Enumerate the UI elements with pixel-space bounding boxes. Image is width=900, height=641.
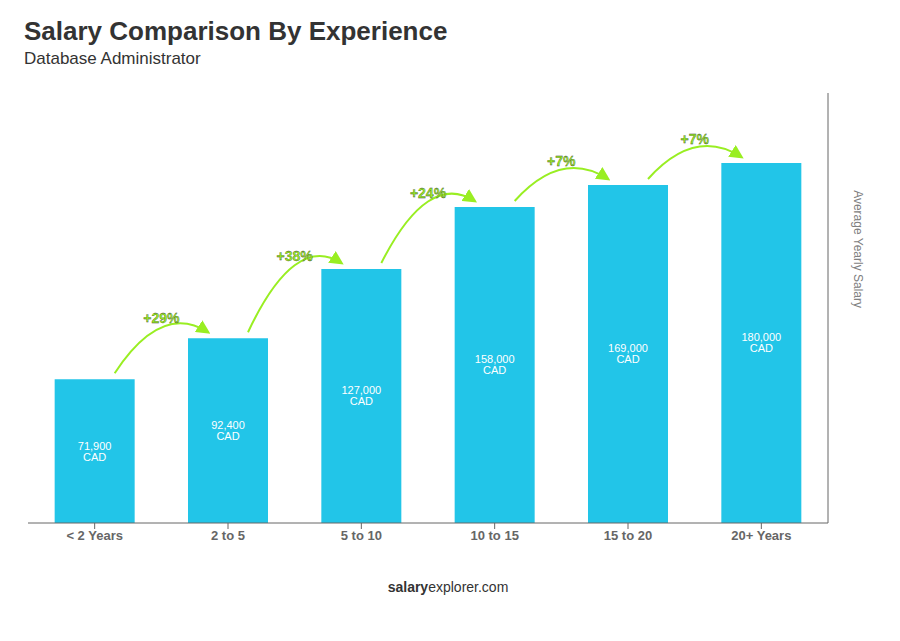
svg-text:71,900CAD: 71,900CAD bbox=[78, 440, 112, 463]
svg-text:+7%: +7% bbox=[680, 131, 709, 147]
svg-text:169,000CAD: 169,000CAD bbox=[608, 342, 648, 365]
html-text:Database Administrator: Database Administrator bbox=[24, 49, 201, 68]
svg-text:Average Yearly Salary: Average Yearly Salary bbox=[851, 190, 865, 308]
html-text:Salary Comparison By Experienc: Salary Comparison By Experience bbox=[24, 16, 448, 46]
svg-text:127,000CAD: 127,000CAD bbox=[341, 384, 381, 407]
svg-text:10 to 15: 10 to 15 bbox=[470, 528, 518, 543]
html-text:salary explorer.com: salary explorer.com bbox=[387, 579, 509, 595]
svg-text:92,400CAD: 92,400CAD bbox=[211, 419, 245, 442]
svg-text:+24%: +24% bbox=[410, 185, 447, 201]
svg-text:+38%: +38% bbox=[277, 248, 314, 264]
svg-text:20+ Years: 20+ Years bbox=[731, 528, 791, 543]
svg-text:180,000CAD: 180,000CAD bbox=[741, 331, 781, 354]
svg-text:+7%: +7% bbox=[547, 153, 576, 169]
svg-text:5 to 10: 5 to 10 bbox=[341, 528, 382, 543]
svg-text:< 2 Years: < 2 Years bbox=[66, 528, 123, 543]
svg-text:158,000CAD: 158,000CAD bbox=[475, 353, 515, 376]
svg-text:15 to 20: 15 to 20 bbox=[604, 528, 652, 543]
svg-text:2 to 5: 2 to 5 bbox=[211, 528, 245, 543]
svg-text:+29%: +29% bbox=[143, 310, 180, 326]
